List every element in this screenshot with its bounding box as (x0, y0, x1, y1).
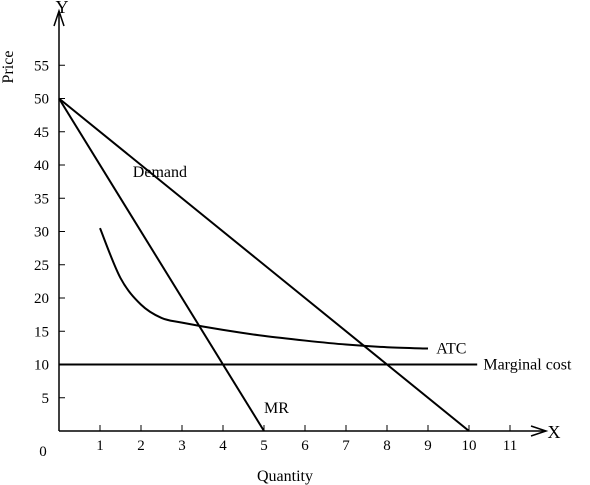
y-axis-title: Price (0, 51, 17, 84)
y-tick-label: 5 (42, 391, 50, 407)
origin-label: 0 (39, 444, 47, 460)
marginal-cost-label: Marginal cost (483, 357, 572, 374)
y-tick-label: 40 (34, 158, 49, 174)
y-tick-label: 55 (34, 58, 49, 74)
mr-label: MR (264, 400, 289, 417)
x-tick-label: 4 (219, 438, 227, 454)
y-tick-label: 10 (34, 358, 49, 374)
series-lines (58, 97, 478, 432)
x-tick-label: 3 (178, 438, 186, 454)
y-tick-label: 20 (34, 291, 49, 307)
x-axis-arrow (530, 425, 549, 437)
y-tick-label: 15 (34, 324, 49, 340)
x-tick-label: 2 (137, 438, 145, 454)
y-tick-label: 30 (34, 225, 49, 241)
x-tick-label: 11 (503, 438, 517, 454)
y-axis-letter: Y (56, 0, 69, 17)
y-axis-arrow (53, 8, 65, 27)
x-tick-label: 7 (342, 438, 350, 454)
x-tick-label: 9 (424, 438, 432, 454)
y-tick-label: 25 (34, 258, 49, 274)
x-tick-label: 5 (260, 438, 268, 454)
x-axis-title: Quantity (257, 468, 313, 485)
y-tick-label: 45 (34, 125, 49, 141)
demand-label: Demand (133, 164, 187, 181)
series-labels: Demand MR ATC Marginal cost (133, 164, 572, 417)
demand-line (58, 97, 470, 432)
x-tick-label: 8 (383, 438, 391, 454)
x-tick-label: 6 (301, 438, 309, 454)
mr-line (58, 97, 265, 432)
atc-label: ATC (436, 341, 466, 358)
x-axis-letter: X (548, 422, 561, 442)
y-tick-label: 35 (34, 191, 49, 207)
x-tick-label: 1 (96, 438, 104, 454)
atc-line (99, 227, 429, 350)
axes (53, 8, 549, 437)
y-tick-label: 50 (34, 92, 49, 108)
x-tick-label: 10 (462, 438, 477, 454)
